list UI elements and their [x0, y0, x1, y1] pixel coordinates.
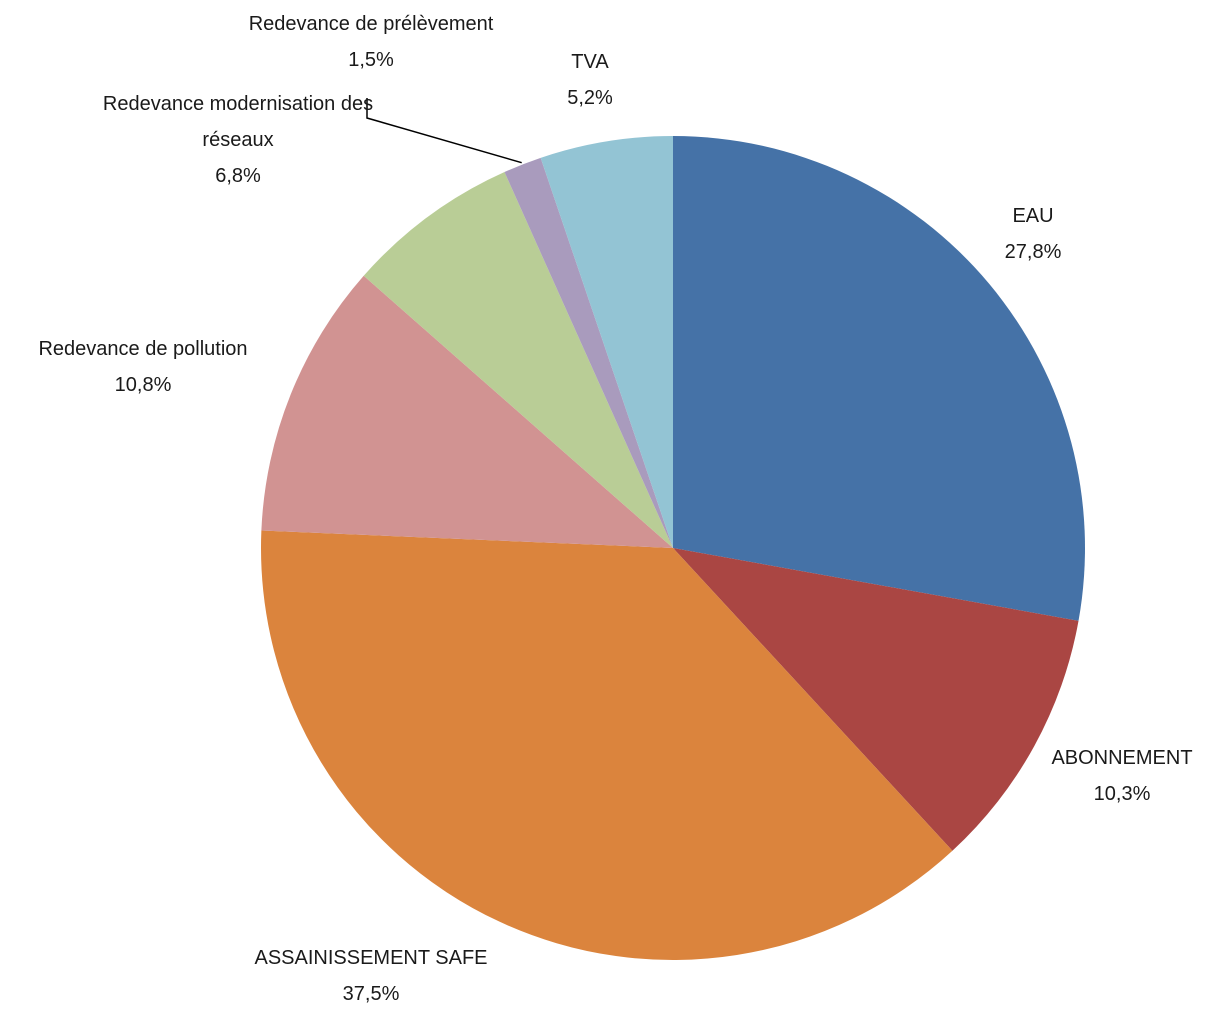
slice-category-label: EAU	[1012, 205, 1053, 227]
pie-slice-eau	[673, 136, 1085, 621]
leader-line-redevance-de-prelevement	[366, 98, 522, 164]
slice-label-redevance-modernisation-des-reseaux: Redevance modernisation des réseaux 6,8%	[103, 93, 373, 187]
leader-lines	[366, 98, 522, 164]
pie-slice-redevance-de-prelevement	[504, 157, 673, 548]
slices-layer	[260, 136, 1085, 961]
slice-label-assainissement-safe: ASSAINISSEMENT SAFE 37,5%	[254, 947, 487, 1005]
slice-label-abonnement: ABONNEMENT 10,3%	[1051, 747, 1192, 805]
slice-category-label: Redevance de prélèvement	[249, 13, 494, 35]
pie-slice-abonnement	[673, 548, 1079, 851]
slice-value-label: 37,5%	[343, 983, 400, 1005]
pie-slice-redevance-de-pollution	[261, 275, 673, 548]
slice-category-label: ABONNEMENT	[1051, 747, 1192, 769]
slice-value-label: 10,3%	[1094, 783, 1151, 805]
pie-slice-tva	[540, 136, 673, 548]
slice-value-label: 6,8%	[215, 165, 261, 187]
slice-category-label: Redevance de pollution	[38, 338, 247, 360]
pie-slice-redevance-modernisation-des-reseaux	[363, 172, 673, 549]
slice-value-label: 5,2%	[567, 87, 613, 109]
slice-value-label: 27,8%	[1005, 241, 1062, 263]
slice-label-eau: EAU 27,8%	[1005, 205, 1062, 263]
slice-category-label: TVA	[571, 51, 609, 73]
pie-slice-assainissement-safe	[260, 530, 953, 961]
slice-label-redevance-de-pollution: Redevance de pollution 10,8%	[38, 338, 247, 396]
data-labels: EAU 27,8% ABONNEMENT 10,3% ASSAINISSEMENT SA…	[38, 13, 1192, 1005]
slice-category-label: réseaux	[202, 129, 273, 151]
slice-category-label: Redevance modernisation des	[103, 93, 373, 115]
slice-value-label: 10,8%	[115, 374, 172, 396]
slice-value-label: 1,5%	[348, 49, 394, 71]
slice-label-redevance-de-prelevement: Redevance de prélèvement 1,5%	[249, 13, 494, 71]
slice-label-tva: TVA 5,2%	[567, 51, 613, 109]
slice-category-label: ASSAINISSEMENT SAFE	[254, 947, 487, 969]
